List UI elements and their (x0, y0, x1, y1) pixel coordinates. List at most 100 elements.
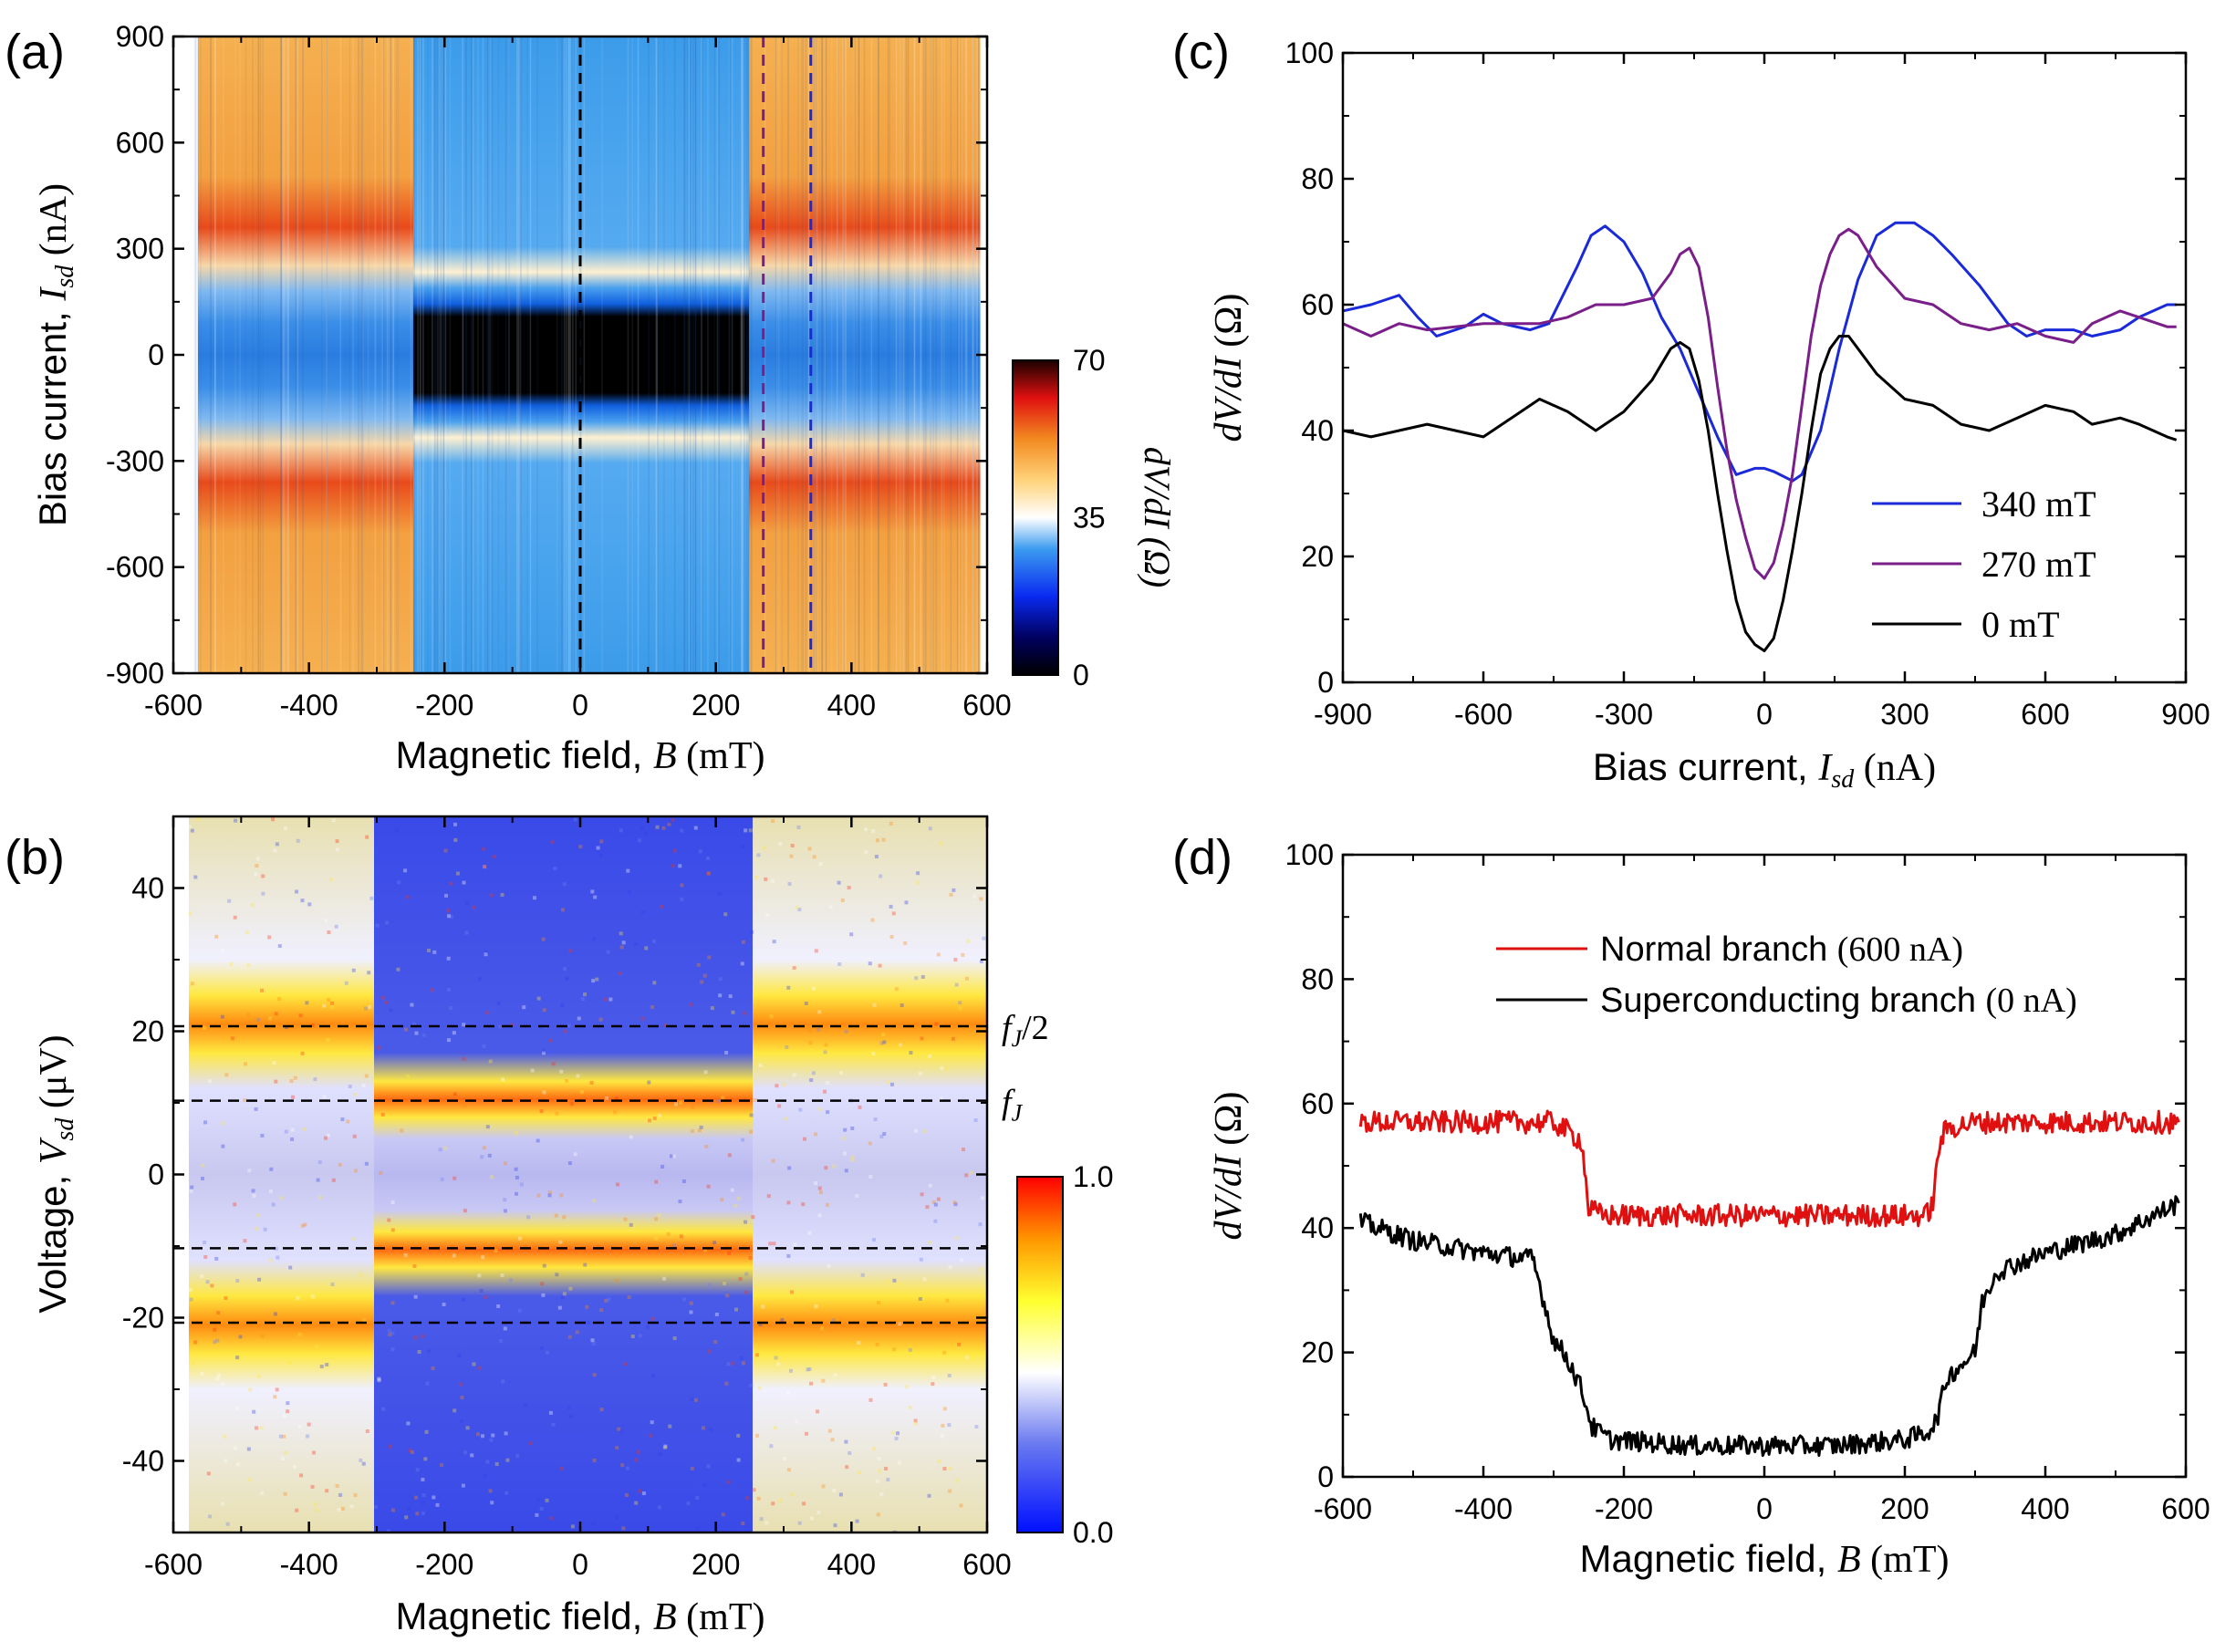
texture-speck (476, 1432, 481, 1437)
texture-speck (567, 1023, 571, 1028)
texture-speck (340, 1117, 345, 1122)
texture-speck (817, 1010, 822, 1014)
texture-speck (940, 1066, 944, 1071)
texture-speck (509, 1023, 514, 1027)
texture-speck (844, 1439, 848, 1444)
texture-speck (879, 1492, 884, 1497)
texture-speck (536, 1138, 540, 1143)
texture-speck (826, 1110, 830, 1115)
texture-speck (295, 889, 299, 894)
texture-speck (750, 930, 754, 934)
texture-speck (278, 1434, 283, 1439)
texture-speck (494, 1462, 499, 1467)
x-tick-label: 300 (1880, 698, 1929, 731)
texture-speck (488, 1489, 493, 1493)
texture-speck (790, 844, 795, 848)
panel-label-a: (a) (5, 25, 65, 79)
texture-speck (273, 1395, 277, 1399)
texture-speck (346, 1119, 350, 1124)
y-tick-label: 300 (116, 233, 164, 265)
texture-speck (689, 1003, 693, 1007)
texture-speck (587, 1320, 591, 1325)
texture-speck (554, 1213, 558, 1218)
texture-speck (260, 1491, 265, 1495)
texture-speck (942, 1466, 947, 1470)
texture-speck (517, 1236, 522, 1241)
texture-speck (731, 1010, 735, 1014)
y-axis-label-c: dV/dI (Ω) (1208, 294, 1250, 442)
texture-speck (313, 1077, 317, 1082)
texture-speck (739, 1356, 744, 1360)
annotations-b: fJ/2 fJ (1002, 1009, 1049, 1127)
texture-speck (296, 838, 300, 843)
texture-speck (201, 1176, 205, 1180)
texture-speck (858, 1105, 862, 1109)
texture-speck (702, 1248, 707, 1252)
texture-speck (312, 1450, 317, 1455)
texture-speck (740, 961, 744, 966)
texture-speck (244, 930, 249, 935)
texture-speck (482, 847, 486, 851)
texture-speck (636, 1449, 640, 1454)
texture-speck (259, 1426, 264, 1430)
axes-frame-c (1341, 51, 2188, 684)
texture-speck (364, 1161, 369, 1166)
texture-speck (381, 995, 386, 1000)
texture-speck (619, 931, 623, 936)
x-tick-label: 400 (827, 689, 876, 722)
texture-speck (365, 835, 369, 839)
linecut-markers-a (578, 36, 813, 673)
texture-speck (706, 871, 711, 876)
texture-speck (762, 846, 766, 850)
texture-speck (757, 1386, 762, 1390)
texture-speck (804, 1001, 808, 1005)
texture-speck (380, 1112, 385, 1117)
texture-speck (275, 1387, 279, 1392)
texture-speck (302, 1127, 307, 1131)
series-d (1358, 1109, 2180, 1458)
texture-speck (680, 883, 684, 888)
texture-speck (493, 855, 497, 859)
texture-speck (657, 1505, 661, 1510)
texture-speck (558, 1240, 563, 1244)
texture-speck (941, 1423, 945, 1428)
texture-speck (461, 1483, 465, 1488)
texture-speck (748, 828, 753, 833)
texture-speck (224, 1295, 228, 1300)
texture-speck (489, 893, 494, 898)
x-tick-label: 600 (2161, 1492, 2210, 1525)
texture-speck (567, 1406, 571, 1410)
texture-speck (200, 1371, 204, 1376)
legend-d: Normal branch (600 nA) Superconducting br… (1496, 930, 2077, 1020)
texture-speck (536, 996, 541, 1001)
texture-speck (793, 1242, 797, 1247)
texture-speck (895, 1431, 900, 1436)
texture-speck (536, 1498, 540, 1502)
texture-speck (814, 949, 818, 953)
texture-speck (539, 1345, 544, 1350)
texture-speck (667, 822, 671, 826)
texture-speck (331, 1178, 336, 1182)
texture-speck (592, 1199, 597, 1203)
texture-speck (221, 1121, 225, 1126)
texture-speck (634, 1501, 639, 1505)
texture-speck (206, 1471, 211, 1476)
texture-speck (286, 1409, 290, 1414)
texture-speck (388, 1332, 392, 1336)
texture-speck (251, 1189, 255, 1193)
texture-speck (892, 1347, 897, 1352)
texture-speck (848, 1450, 852, 1455)
texture-speck (706, 1184, 711, 1189)
texture-speck (903, 940, 908, 945)
texture-speck (193, 875, 198, 879)
texture-speck (414, 1031, 419, 1035)
y-axis-label-b: Voltage, Vsd (μV) (31, 1034, 79, 1313)
texture-speck (870, 918, 875, 922)
texture-speck (390, 1508, 395, 1512)
texture-speck (449, 914, 453, 919)
texture-speck (406, 1074, 411, 1078)
texture-speck (562, 882, 567, 887)
texture-speck (623, 1217, 628, 1221)
texture-speck (252, 1193, 256, 1198)
texture-speck (243, 1239, 247, 1243)
